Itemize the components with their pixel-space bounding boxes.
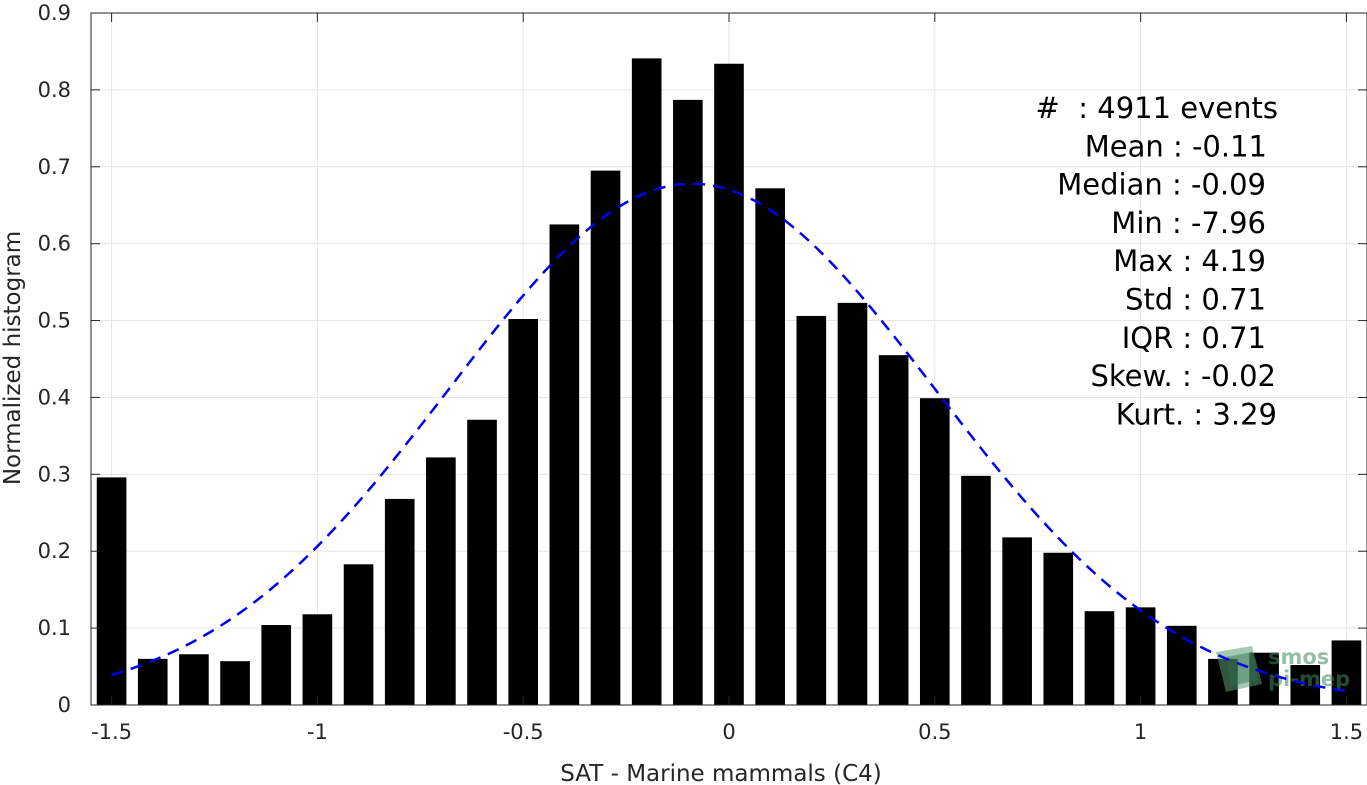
x-axis-label: SAT - Marine mammals (C4) xyxy=(560,761,882,785)
histogram-bar xyxy=(631,58,662,706)
histogram-bar xyxy=(796,315,827,705)
histogram-bar xyxy=(755,188,785,706)
stat-annotation: Skew. : -0.02 xyxy=(1090,359,1276,393)
stat-annotation: Kurt. : 3.29 xyxy=(1116,397,1277,431)
histogram-bar xyxy=(179,654,209,705)
y-tick-label: 0.1 xyxy=(38,616,71,640)
histogram-bar xyxy=(1084,611,1115,705)
y-tick-label: 0.4 xyxy=(38,385,71,409)
x-tick-label: 1 xyxy=(1134,720,1147,744)
histogram-bar xyxy=(1331,640,1362,705)
stat-annotation: IQR : 0.71 xyxy=(1122,321,1266,355)
x-tick-label: -1.5 xyxy=(91,720,132,744)
x-tick-label: 0.5 xyxy=(918,720,951,744)
histogram-bar xyxy=(343,564,374,705)
y-tick-label: 0.5 xyxy=(38,309,71,333)
histogram-bar xyxy=(384,498,415,705)
histogram-bars xyxy=(96,58,1362,706)
watermark-logo-shade-icon xyxy=(1226,652,1258,686)
histogram-bar xyxy=(261,625,292,705)
watermark-logo-icon xyxy=(1216,646,1262,692)
histogram-bar xyxy=(1002,537,1032,705)
y-tick-label: 0.8 xyxy=(38,78,71,102)
normal-fit-curve xyxy=(111,182,1347,693)
y-tick-label: 0.2 xyxy=(38,539,71,563)
histogram-bar xyxy=(96,477,127,705)
histogram-bar xyxy=(961,475,991,705)
stat-annotation: Min : -7.96 xyxy=(1111,206,1266,240)
histogram-bar xyxy=(302,614,333,705)
x-tick-label: 0 xyxy=(722,720,735,744)
histogram-bar xyxy=(1125,607,1156,705)
histogram-bar xyxy=(220,661,250,705)
y-tick-label: 0.6 xyxy=(38,232,71,256)
histogram-bar xyxy=(426,457,456,705)
tick-marks xyxy=(91,12,1367,706)
y-axis-label: Normalized histogram xyxy=(0,231,26,485)
watermark-line1: smos xyxy=(1268,645,1329,669)
stat-annotation: Std : 0.71 xyxy=(1125,283,1266,317)
histogram-bar xyxy=(549,224,580,705)
watermark-line2: pi-mep xyxy=(1268,667,1350,691)
stat-annotation: Median : -0.09 xyxy=(1057,168,1266,202)
x-tick-label: -1 xyxy=(307,720,328,744)
histogram-bar xyxy=(919,398,950,705)
y-tick-label: 0.3 xyxy=(38,462,71,486)
histogram-bar xyxy=(137,658,168,705)
histogram-bar xyxy=(1166,625,1197,705)
histogram-bar xyxy=(673,99,703,705)
histogram-bar xyxy=(714,63,744,706)
histogram-bar xyxy=(590,170,621,706)
histogram-bar xyxy=(508,319,539,705)
x-tick-label: 1.5 xyxy=(1330,720,1363,744)
x-tick-label: -0.5 xyxy=(503,720,544,744)
y-tick-label: 0.7 xyxy=(38,155,71,179)
histogram-bar xyxy=(467,419,497,705)
statistics-annotations: # : 4911 events Mean : -0.11 Median : -0.0… xyxy=(1036,91,1278,431)
stat-annotation: # : 4911 events xyxy=(1036,91,1278,125)
smos-pi-mep-watermark: smos pi-mep xyxy=(1216,645,1350,692)
tick-labels: -1.5 -1 -0.5 0 0.5 1 1.5 0 0.1 0.2 0.3 0.4 0.5 0.6 0.7… xyxy=(38,1,1364,744)
y-tick-label: 0.9 xyxy=(38,1,71,25)
y-tick-label: 0 xyxy=(58,693,71,717)
histogram-bar xyxy=(878,355,909,705)
histogram-bar xyxy=(1043,552,1074,705)
histogram-bar xyxy=(837,302,868,705)
stat-annotation: Max : 4.19 xyxy=(1113,244,1266,278)
stat-annotation: Mean : -0.11 xyxy=(1085,129,1267,163)
